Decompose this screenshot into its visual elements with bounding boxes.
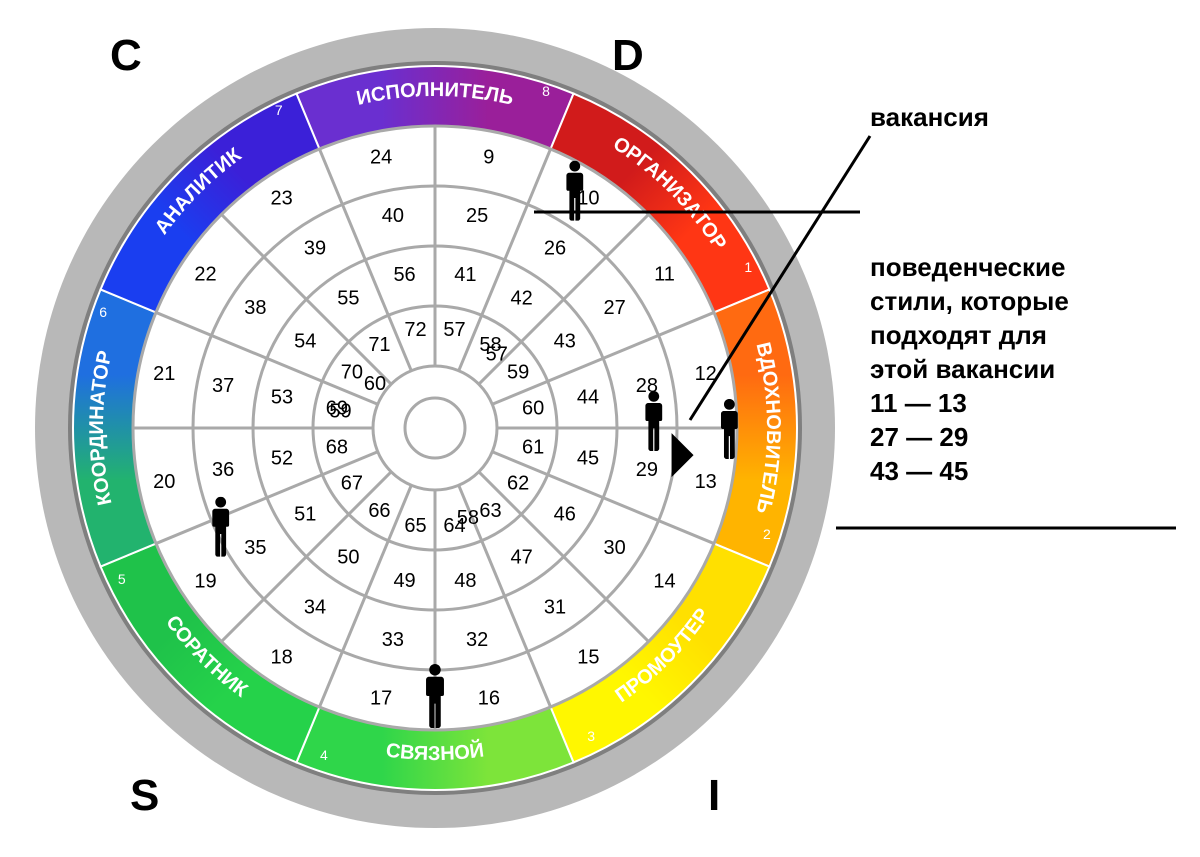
cell-67: 67 — [341, 473, 363, 495]
cell-18: 18 — [271, 646, 293, 668]
cell-57: 57 — [486, 343, 508, 365]
cell-58: 58 — [457, 507, 479, 529]
cell-56: 56 — [393, 264, 415, 286]
cell-37: 37 — [212, 375, 234, 397]
cell-39: 39 — [304, 237, 326, 259]
cell-23: 23 — [271, 188, 293, 210]
cell-26: 26 — [544, 237, 566, 259]
cell-50: 50 — [337, 547, 359, 569]
cell-53: 53 — [271, 387, 293, 409]
corner-C: C — [110, 31, 142, 80]
cell-32: 32 — [466, 629, 488, 651]
styles-text-2: подходят для — [870, 320, 1047, 350]
cell-66: 66 — [368, 500, 390, 522]
cell-60: 60 — [364, 373, 386, 395]
cell-20: 20 — [153, 471, 175, 493]
cell-51: 51 — [294, 504, 316, 526]
corner-S: S — [130, 771, 159, 820]
cell-38: 38 — [244, 297, 266, 319]
styles-text-1: стили, которые — [870, 286, 1069, 316]
cell-22: 22 — [194, 264, 216, 286]
cell-11: 11 — [654, 264, 675, 286]
cell-33: 33 — [382, 629, 404, 651]
sector-num-6: 6 — [99, 304, 107, 320]
styles-text-3: этой вакансии — [870, 354, 1055, 384]
cell-71: 71 — [368, 334, 390, 356]
sector-num-3: 3 — [587, 728, 595, 744]
sector-num-7: 7 — [275, 102, 283, 118]
cell-52: 52 — [271, 447, 293, 469]
cell-48: 48 — [454, 570, 476, 592]
cell-9: 9 — [483, 146, 494, 168]
cell-21: 21 — [153, 363, 175, 385]
disc-diagram: ИСПОЛНИТЕЛЬ8ОРГАНИЗАТОР1ВДОХНОВИТЕЛЬ2ПРО… — [0, 0, 1200, 857]
cell-49: 49 — [393, 570, 415, 592]
cell-36: 36 — [212, 459, 234, 481]
cell-34: 34 — [304, 597, 326, 619]
corner-D: D — [612, 31, 644, 80]
cell-31: 31 — [544, 597, 566, 619]
styles-text-5: 27 — 29 — [870, 422, 968, 452]
cell-25: 25 — [466, 205, 488, 227]
cell-68: 68 — [326, 437, 348, 459]
cell-41: 41 — [454, 264, 476, 286]
styles-text-4: 11 — 13 — [870, 388, 967, 418]
cell-72: 72 — [404, 319, 426, 341]
cell-13: 13 — [695, 471, 717, 493]
cell-24: 24 — [370, 146, 392, 168]
cell-44: 44 — [577, 387, 599, 409]
cell-46: 46 — [554, 504, 576, 526]
cell-15: 15 — [577, 646, 599, 668]
cell-54: 54 — [294, 330, 316, 352]
sector-num-5: 5 — [118, 571, 126, 587]
cell-10: 10 — [577, 188, 599, 210]
cell-16: 16 — [478, 688, 500, 710]
cell-29: 29 — [636, 459, 658, 481]
cell-55: 55 — [337, 287, 359, 309]
sector-num-0: 8 — [542, 83, 550, 99]
cell-35: 35 — [244, 537, 266, 559]
cell-63: 63 — [479, 500, 501, 522]
cell-59: 59 — [507, 361, 529, 383]
cell-42: 42 — [511, 287, 533, 309]
cell-27: 27 — [603, 297, 625, 319]
cell-30: 30 — [603, 537, 625, 559]
cell-47: 47 — [511, 547, 533, 569]
corner-I: I — [708, 771, 720, 820]
cell-14: 14 — [653, 570, 675, 592]
cell-60: 60 — [522, 397, 544, 419]
cell-62: 62 — [507, 473, 529, 495]
styles-text-6: 43 — 45 — [870, 456, 968, 486]
cell-65: 65 — [404, 515, 426, 537]
cell-70: 70 — [341, 361, 363, 383]
vacancy-label: вакансия — [870, 102, 989, 132]
cell-45: 45 — [577, 447, 599, 469]
cell-59: 59 — [329, 400, 351, 422]
sector-num-2: 2 — [763, 526, 771, 542]
cell-61: 61 — [522, 437, 544, 459]
cell-40: 40 — [382, 205, 404, 227]
cell-17: 17 — [370, 688, 392, 710]
styles-text-0: поведенческие — [870, 252, 1065, 282]
cell-57: 57 — [443, 319, 465, 341]
cell-19: 19 — [194, 570, 216, 592]
sector-num-1: 1 — [744, 259, 752, 275]
cell-43: 43 — [554, 330, 576, 352]
sector-num-4: 4 — [320, 747, 328, 763]
